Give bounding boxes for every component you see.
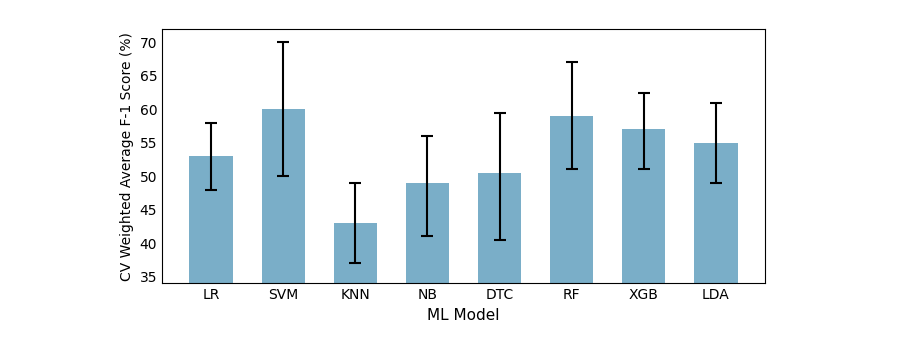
Bar [189,156,233,363]
Bar [262,109,305,363]
Bar [334,223,377,363]
Bar [406,183,449,363]
Bar [550,116,593,363]
Bar [694,143,738,363]
Bar [478,173,521,363]
Bar [622,129,665,363]
X-axis label: ML Model: ML Model [428,307,500,323]
Y-axis label: CV Weighted Average F-1 Score (%): CV Weighted Average F-1 Score (%) [120,32,134,281]
